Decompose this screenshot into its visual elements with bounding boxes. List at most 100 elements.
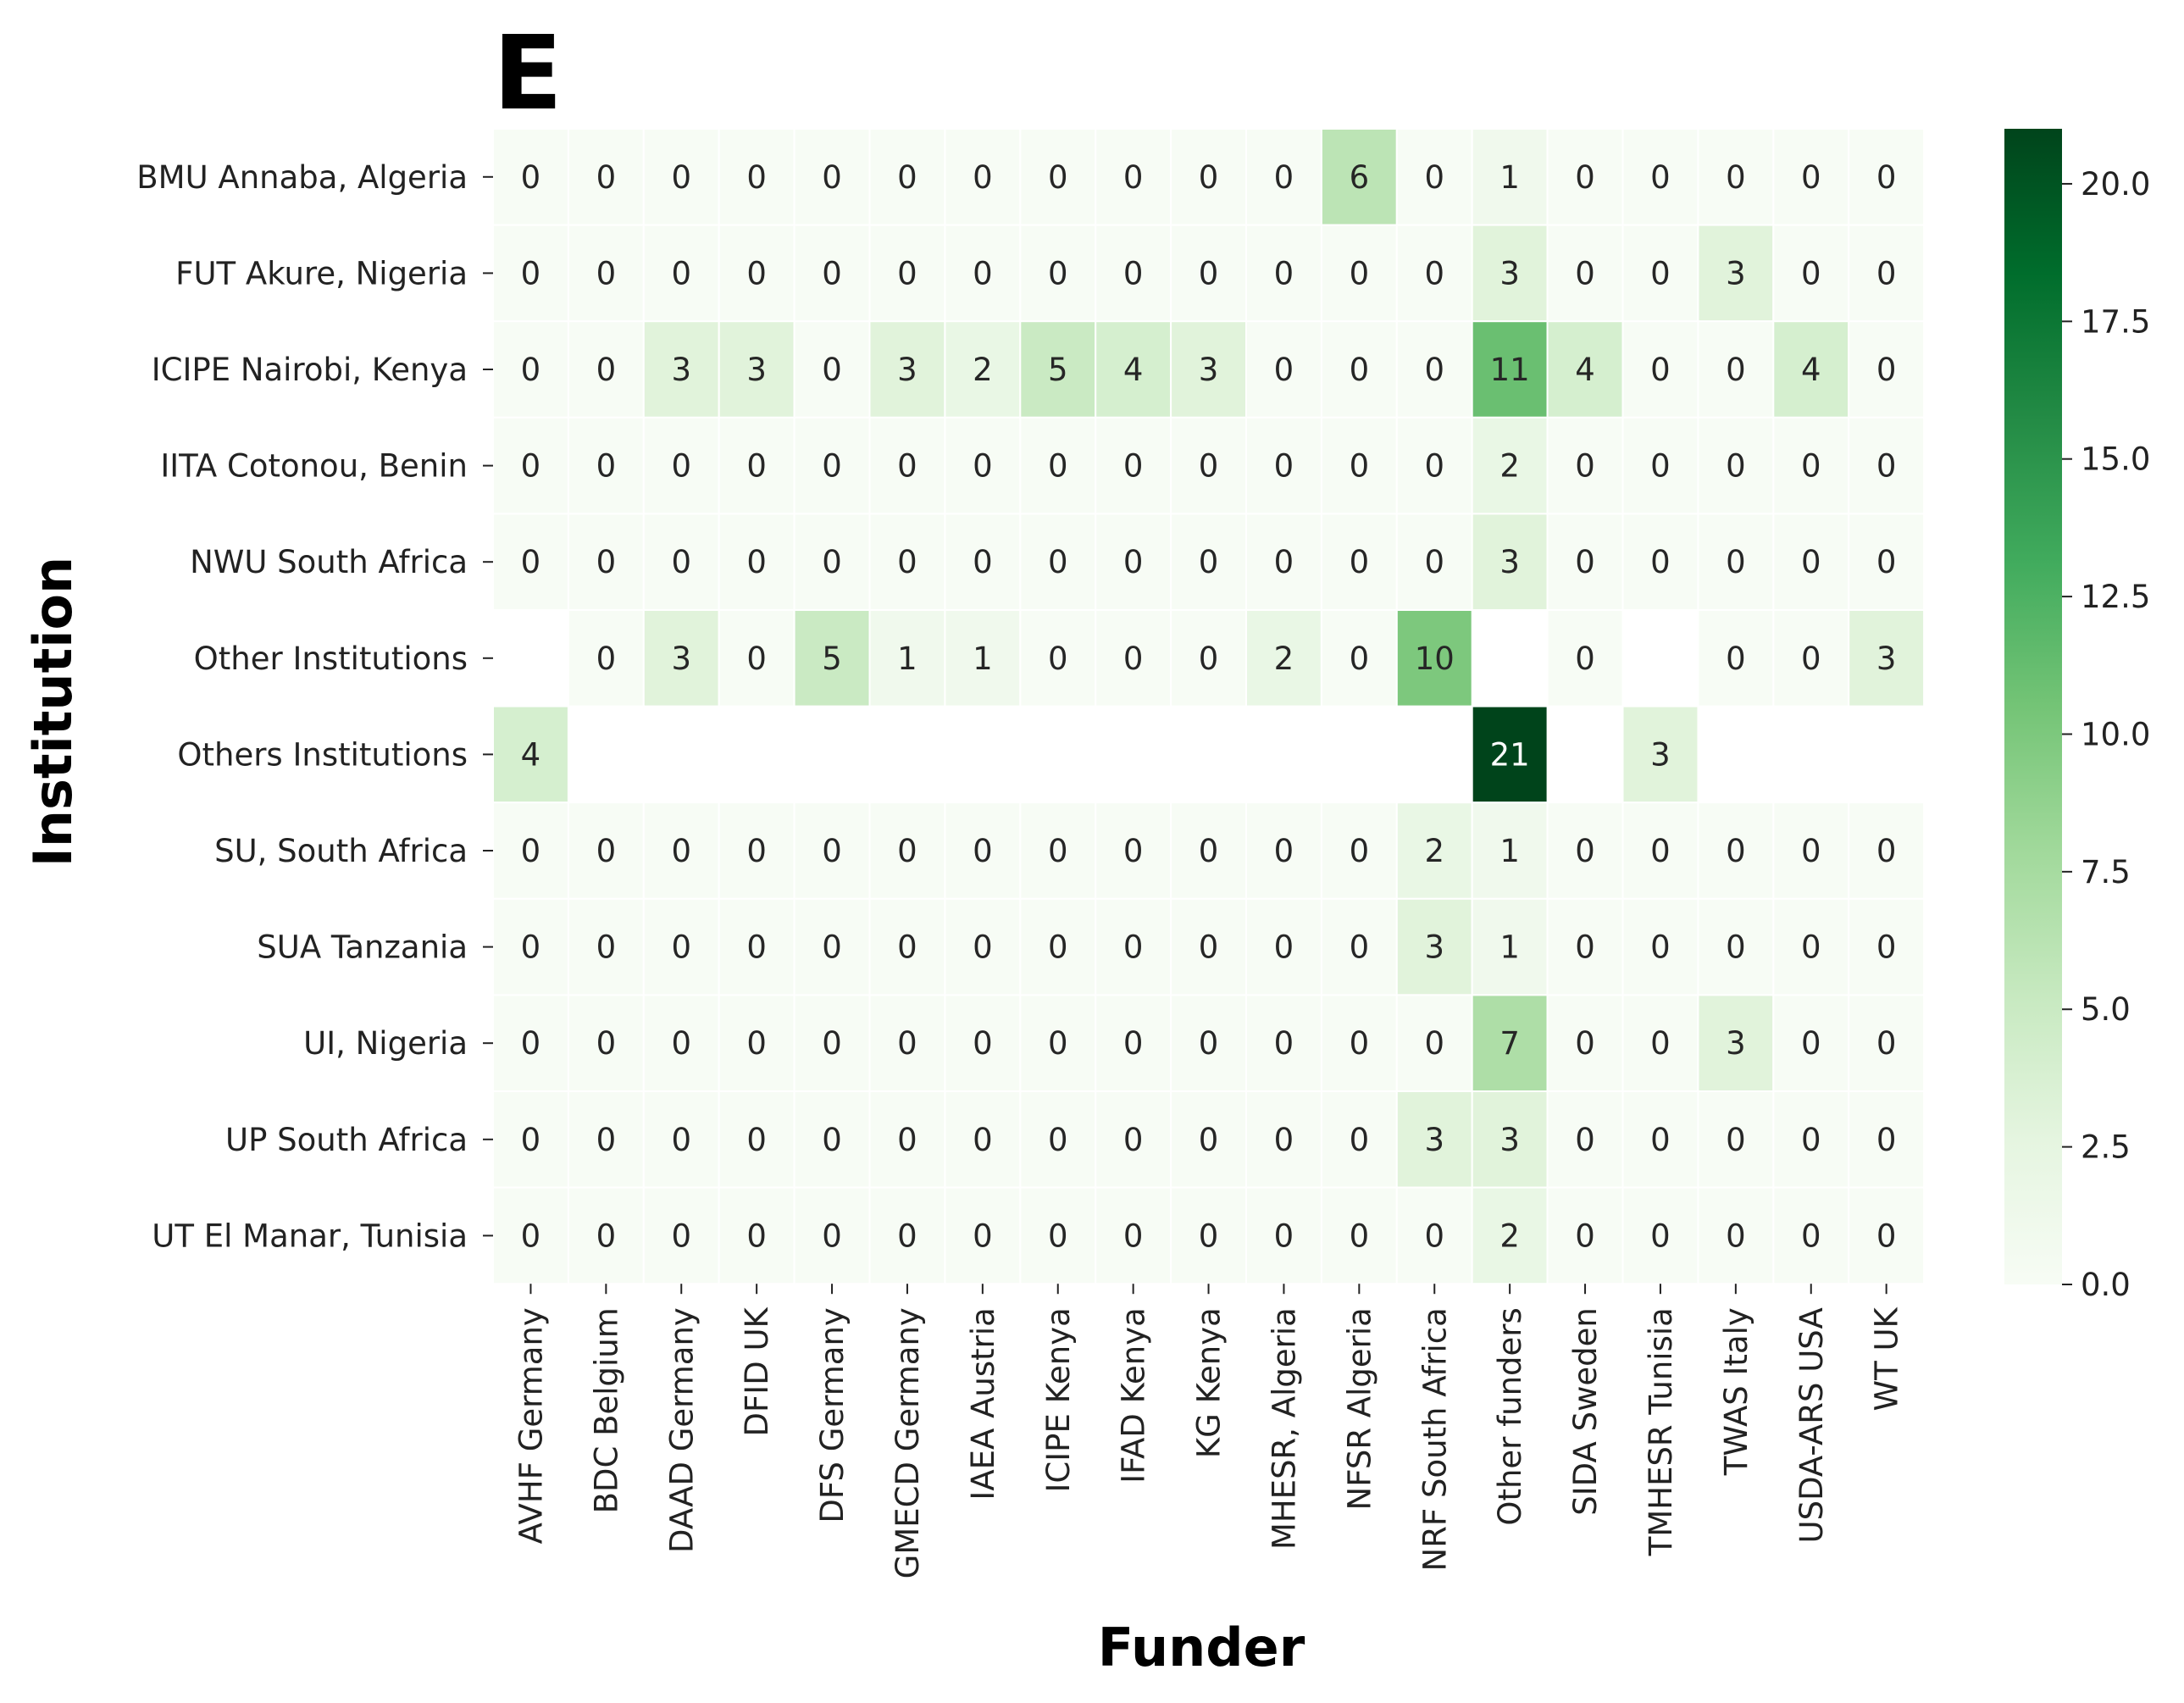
heatmap-cell-label: 0 (1123, 833, 1144, 869)
heatmap-cell-label: 0 (1048, 833, 1068, 869)
heatmap-cell (567, 1090, 645, 1189)
heatmap-cell-label: 3 (1199, 352, 1219, 388)
heatmap-cell (793, 1186, 871, 1285)
y-tick-label: Others Institutions (177, 736, 468, 773)
heatmap-cell (1848, 416, 1926, 515)
heatmap-cell (1019, 128, 1097, 226)
colorbar-tick-label: 12.5 (2081, 579, 2150, 615)
heatmap-cell (868, 513, 946, 612)
heatmap-cell (793, 320, 871, 419)
heatmap-cell-label: 0 (521, 159, 541, 196)
heatmap-cell (1621, 705, 1699, 804)
heatmap-cell-label: 0 (521, 1122, 541, 1158)
heatmap-cell (944, 1186, 1022, 1285)
x-tick-label: IAEA Austria (965, 1307, 1001, 1500)
heatmap-cell-label: 0 (822, 929, 842, 966)
heatmap-cell-label: 0 (1726, 641, 1746, 677)
heatmap-cell (1019, 224, 1097, 323)
heatmap-cell (1245, 609, 1322, 707)
heatmap-cell-label: 3 (1424, 929, 1444, 966)
heatmap-cell-label: 0 (1048, 1218, 1068, 1254)
heatmap-cell-label: 0 (1801, 1122, 1821, 1158)
heatmap-cell-label: 3 (897, 352, 917, 388)
heatmap-cell-label: 0 (1350, 1122, 1370, 1158)
y-tick-label: BMU Annaba, Algeria (136, 159, 468, 196)
heatmap-cell-label: 0 (1876, 352, 1897, 388)
heatmap-cell-label: 0 (1876, 1025, 1897, 1062)
x-tick-label: Other funders (1492, 1307, 1528, 1525)
heatmap-cell-label: 0 (1350, 833, 1370, 869)
y-tick-label: FUT Akure, Nigeria (175, 255, 468, 291)
heatmap-cell-label: 0 (671, 255, 691, 291)
x-tick-label: USDA-ARS USA (1793, 1307, 1830, 1543)
heatmap-cell (1621, 897, 1699, 996)
colorbar-tick-label: 10.0 (2081, 716, 2150, 752)
heatmap-cell-label: 0 (596, 641, 617, 677)
heatmap-cell (1095, 224, 1172, 323)
heatmap-cell (868, 128, 946, 226)
heatmap-cell (868, 802, 946, 900)
heatmap-cell-label: 0 (1424, 159, 1444, 196)
heatmap-cell (1395, 513, 1473, 612)
heatmap-cell (1170, 1090, 1247, 1189)
heatmap-cell (1320, 416, 1398, 515)
colorbar-tick-label: 17.5 (2081, 303, 2150, 340)
heatmap-cell-label: 0 (1575, 1025, 1595, 1062)
x-tick-label: DFID UK (739, 1306, 775, 1436)
heatmap-cell-label: 21 (1490, 736, 1530, 773)
heatmap-cell (944, 320, 1022, 419)
x-tick-label: IFAD Kenya (1116, 1307, 1152, 1484)
heatmap-cell (642, 224, 720, 323)
heatmap-cell-label: 1 (1499, 929, 1520, 966)
heatmap-cell (1095, 416, 1172, 515)
heatmap-cell (1772, 1090, 1850, 1189)
heatmap-cell-label: 0 (596, 1025, 617, 1062)
heatmap-cell-label: 0 (596, 544, 617, 580)
heatmap-cell (567, 128, 645, 226)
colorbar-tick-label: 5.0 (2081, 991, 2131, 1028)
heatmap-cell-label: 0 (897, 1122, 917, 1158)
y-tick-label: UP South Africa (225, 1122, 468, 1158)
heatmap-cell-label: 0 (1876, 1122, 1897, 1158)
heatmap-cell-label: 0 (1123, 544, 1144, 580)
heatmap-cell (1395, 802, 1473, 900)
heatmap-cell-label: 0 (1575, 448, 1595, 485)
heatmap-cell-label: 3 (746, 352, 767, 388)
heatmap-cell-label: 0 (521, 1025, 541, 1062)
heatmap-cell-label: 0 (1350, 544, 1370, 580)
heatmap-cell-label: 2 (1274, 641, 1294, 677)
heatmap-cell (1245, 416, 1322, 515)
heatmap-cell-label: 4 (1575, 352, 1595, 388)
heatmap-cell-label: 0 (1650, 929, 1671, 966)
heatmap-cell-label: 0 (1350, 255, 1370, 291)
x-tick-label: WT UK (1869, 1306, 1905, 1411)
heatmap-cell-label: 0 (822, 1122, 842, 1158)
heatmap-cell-label: 0 (897, 448, 917, 485)
heatmap-cell-label: 0 (746, 159, 767, 196)
heatmap-cell (944, 1090, 1022, 1189)
heatmap-cell-label: 3 (1499, 1122, 1520, 1158)
x-tick-label: TWAS Italy (1718, 1307, 1754, 1476)
y-tick-label: UI, Nigeria (303, 1025, 468, 1062)
heatmap-cell-label: 0 (1123, 641, 1144, 677)
heatmap-cell-label: 3 (1726, 255, 1746, 291)
heatmap-cell (718, 416, 795, 515)
heatmap-cell (1395, 416, 1473, 515)
heatmap-cell-label: 0 (1274, 544, 1294, 580)
heatmap-cell (1697, 224, 1775, 323)
heatmap-cell (642, 128, 720, 226)
heatmap-cell (793, 1090, 871, 1189)
heatmap-cell-label: 0 (1876, 255, 1897, 291)
heatmap-cell-label: 0 (1726, 929, 1746, 966)
heatmap-cell-label: 0 (746, 1218, 767, 1254)
heatmap-cell-label: 1 (973, 641, 993, 677)
heatmap-cell-label: 10 (1415, 641, 1455, 677)
heatmap-cell-label: 0 (1650, 1025, 1671, 1062)
heatmap-cell-label: 3 (671, 352, 691, 388)
heatmap-cell-label: 0 (1876, 833, 1897, 869)
heatmap-cell (567, 224, 645, 323)
heatmap-cell-label: 0 (1650, 255, 1671, 291)
heatmap-cell (1848, 994, 1926, 1093)
heatmap-cell-label: 0 (671, 1025, 691, 1062)
heatmap-cell-label: 0 (897, 833, 917, 869)
